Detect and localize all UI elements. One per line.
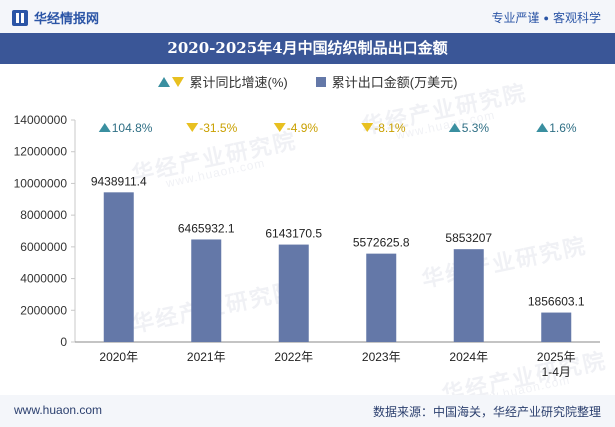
x-tick-label: 2025年 (537, 350, 576, 364)
y-tick-label: 2000000 (20, 303, 67, 317)
brand-name: 华经情报网 (34, 11, 100, 26)
x-tick-label: 2021年 (187, 350, 226, 364)
growth-down-marker (186, 123, 199, 132)
growth-up-marker (98, 123, 111, 132)
bar-value-label: 6465932.1 (178, 221, 235, 235)
brand-logo-icon (12, 9, 28, 26)
bar (541, 312, 572, 342)
y-tick-label: 14000000 (14, 113, 68, 127)
legend-amount-label: 累计出口金额(万美元) (331, 75, 458, 90)
top-bar: 华经情报网 专业严谨 ● 客观科学 (0, 0, 615, 33)
growth-value-label: 104.8% (112, 121, 153, 135)
y-tick-label: 0 (60, 335, 67, 349)
footer-source: 数据来源：中国海关，华经产业研究院整理 (372, 405, 601, 419)
bar (191, 239, 222, 342)
legend-growth-label: 累计同比增速(%) (189, 75, 288, 90)
footer-url: www.huaon.com (14, 403, 103, 417)
up-triangle-icon (157, 76, 170, 87)
footer: www.huaon.com 数据来源：中国海关，华经产业研究院整理 (0, 395, 615, 427)
x-tick-label: 2020年 (99, 350, 138, 364)
tagline-left: 专业严谨 (491, 11, 540, 25)
bar-chart: 0 2000000 4000000 6000000 8000000 10000000 120… (14, 113, 600, 379)
x-tick-label: 2023年 (362, 350, 401, 364)
growth-value-label: -4.9% (287, 121, 319, 135)
y-tick-label: 12000000 (14, 145, 68, 159)
chart-title: 2020-2025年4月中国纺织制品出口金额 (0, 33, 615, 64)
growth-value-label: 5.3% (462, 121, 490, 135)
bar (453, 249, 484, 342)
legend-amount: 累计出口金额(万美元) (315, 72, 458, 91)
bar (278, 244, 309, 342)
brand: 华经情报网 (12, 8, 99, 27)
bar-swatch-icon (315, 76, 326, 87)
x-tick-label: 2024年 (449, 350, 488, 364)
x-tick-label: 1-4月 (542, 365, 571, 379)
bar-value-label: 9438911.4 (91, 174, 147, 188)
chart-legend: 累计同比增速(%) 累计出口金额(万美元) (0, 72, 615, 91)
bar-value-label: 5853207 (445, 231, 492, 245)
bar-value-label: 6143170.5 (265, 227, 322, 241)
tagline-right: 客观科学 (552, 11, 601, 25)
y-tick-label: 10000000 (14, 176, 68, 190)
bullet-dot-icon: ● (543, 13, 549, 23)
y-tick-label: 4000000 (20, 272, 67, 286)
growth-value-label: 1.6% (549, 121, 577, 135)
y-tick-label: 8000000 (20, 208, 67, 222)
growth-value-label: -31.5% (199, 121, 237, 135)
growth-down-marker (361, 123, 374, 132)
legend-growth: 累计同比增速(%) (157, 72, 288, 91)
tagline: 专业严谨 ● 客观科学 (492, 9, 601, 26)
bar-value-label: 5572625.8 (353, 236, 410, 250)
growth-up-marker (536, 123, 549, 132)
down-triangle-icon (171, 76, 184, 87)
bar (103, 192, 134, 342)
bar (366, 253, 397, 342)
growth-up-marker (448, 123, 461, 132)
growth-down-marker (273, 123, 286, 132)
bar-value-label: 1856603.1 (528, 295, 585, 309)
x-tick-label: 2022年 (274, 350, 313, 364)
growth-value-label: -8.1% (374, 121, 406, 135)
y-tick-label: 6000000 (20, 240, 67, 254)
